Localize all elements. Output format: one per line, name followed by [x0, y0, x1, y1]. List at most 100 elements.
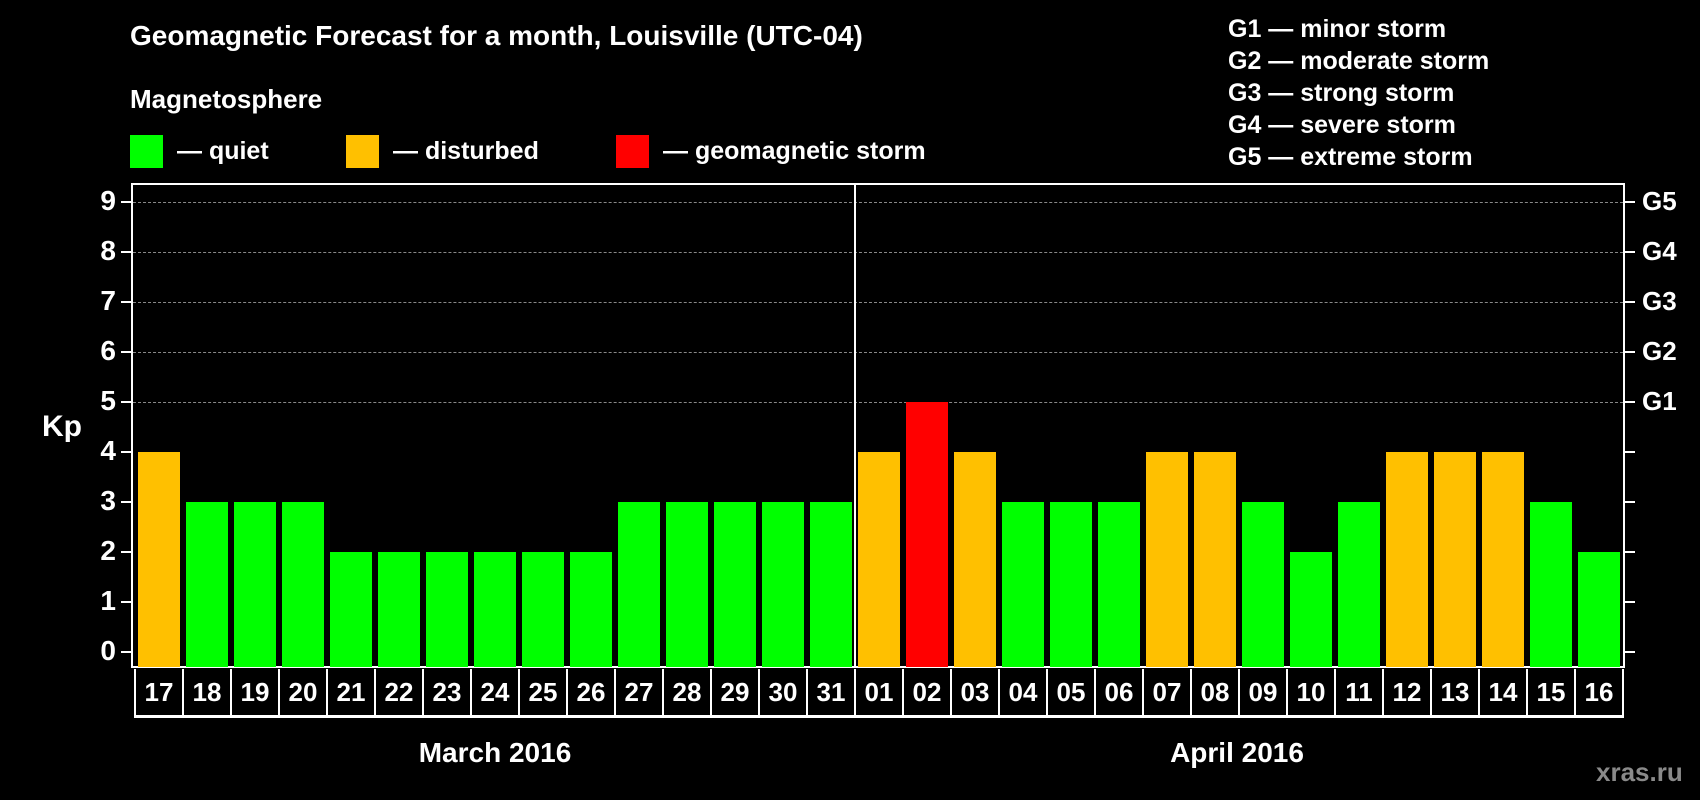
y-tick-right: [1625, 551, 1635, 553]
bar-20: [282, 502, 324, 667]
bar-04: [1002, 502, 1044, 667]
legend-item: — quiet: [130, 135, 269, 168]
bar-03: [954, 452, 996, 667]
date-label: 01: [856, 669, 904, 715]
bar-09: [1242, 502, 1284, 667]
y-tick-left: [121, 651, 131, 653]
date-label: 09: [1240, 669, 1288, 715]
date-label: 02: [904, 669, 952, 715]
y-tick-left: [121, 351, 131, 353]
date-label: 21: [328, 669, 376, 715]
date-label: 28: [664, 669, 712, 715]
bar-07: [1146, 452, 1188, 667]
bar-27: [618, 502, 660, 667]
plot-area: [131, 183, 1625, 668]
y-tick-right: [1625, 351, 1635, 353]
y-tick-right: [1625, 251, 1635, 253]
date-label: 29: [712, 669, 760, 715]
y-tick-right: [1625, 201, 1635, 203]
date-label: 10: [1288, 669, 1336, 715]
date-label: 17: [136, 669, 184, 715]
grid-line: [133, 402, 1623, 403]
grid-line: [133, 302, 1623, 303]
date-label: 30: [760, 669, 808, 715]
legend-label: — disturbed: [393, 137, 539, 165]
bar-23: [426, 552, 468, 667]
y-tick-right: [1625, 501, 1635, 503]
g5-legend-item: G5 — extreme storm: [1228, 143, 1473, 171]
y-tick-left: [121, 501, 131, 503]
date-label: 16: [1576, 669, 1624, 715]
date-label: 27: [616, 669, 664, 715]
y-tick-label: 8: [100, 235, 116, 266]
bar-30: [762, 502, 804, 667]
y-tick-left: [121, 201, 131, 203]
date-axis: 17 18 19 20 21 22 23 24 25 26 27 28 29 30 31 01 02 03 04 05…: [134, 669, 1624, 718]
date-label: 22: [376, 669, 424, 715]
date-label: 05: [1048, 669, 1096, 715]
month-label: March 2016: [418, 737, 572, 768]
date-label: 11: [1336, 669, 1384, 715]
storm-level-label: G5: [1642, 186, 1677, 216]
bar-25: [522, 552, 564, 667]
bar-18: [186, 502, 228, 667]
y-tick-left: [121, 601, 131, 603]
y-tick-label: 2: [100, 535, 116, 566]
y-tick-right: [1625, 451, 1635, 453]
y-tick-label: 6: [100, 335, 116, 366]
grid-line: [133, 352, 1623, 353]
month-separator-line: [854, 183, 856, 668]
bar-06: [1098, 502, 1140, 667]
brand-watermark: xras.ru: [1596, 757, 1683, 787]
legend-swatch: [130, 135, 163, 168]
date-label: 06: [1096, 669, 1144, 715]
storm-level-label: G3: [1642, 286, 1677, 316]
bar-11: [1338, 502, 1380, 667]
g3-legend-item: G3 — strong storm: [1228, 79, 1455, 107]
month-label: April 2016: [1170, 737, 1304, 768]
bar-24: [474, 552, 516, 667]
date-label: 07: [1144, 669, 1192, 715]
date-label: 08: [1192, 669, 1240, 715]
legend-label: — quiet: [177, 137, 269, 165]
legend-label: — geomagnetic storm: [663, 137, 926, 165]
date-label: 26: [568, 669, 616, 715]
legend-heading: Magnetosphere: [130, 84, 323, 114]
storm-level-label: G2: [1642, 336, 1677, 366]
date-label: 14: [1480, 669, 1528, 715]
bar-15: [1530, 502, 1572, 667]
storm-level-label: G4: [1642, 236, 1677, 266]
storm-scale-legend: G1 — minor storm G2 — moderate storm G3 …: [1228, 13, 1489, 173]
y-tick-left: [121, 251, 131, 253]
y-tick-label: 0: [100, 635, 116, 666]
date-label: 03: [952, 669, 1000, 715]
y-axis-label: Kp: [42, 410, 82, 443]
y-tick-left: [121, 401, 131, 403]
g4-legend-item: G4 — severe storm: [1228, 111, 1456, 139]
bar-26: [570, 552, 612, 667]
date-label: 12: [1384, 669, 1432, 715]
y-tick-left: [121, 451, 131, 453]
bar-12: [1386, 452, 1428, 667]
grid-line: [133, 252, 1623, 253]
date-label: 04: [1000, 669, 1048, 715]
date-label: 19: [232, 669, 280, 715]
y-tick-label: 4: [100, 435, 116, 466]
y-tick-right: [1625, 301, 1635, 303]
y-tick-label: 1: [100, 585, 116, 616]
legend-item: — geomagnetic storm: [616, 135, 926, 168]
bar-28: [666, 502, 708, 667]
date-label: 18: [184, 669, 232, 715]
bar-31: [810, 502, 852, 667]
bar-08: [1194, 452, 1236, 667]
bar-14: [1482, 452, 1524, 667]
bar-13: [1434, 452, 1476, 667]
grid-line: [133, 202, 1623, 203]
date-label: 13: [1432, 669, 1480, 715]
bar-05: [1050, 502, 1092, 667]
chart-title: Geomagnetic Forecast for a month, Louisv…: [130, 20, 863, 51]
bar-29: [714, 502, 756, 667]
bar-22: [378, 552, 420, 667]
y-tick-label: 5: [100, 385, 116, 416]
date-label: 23: [424, 669, 472, 715]
